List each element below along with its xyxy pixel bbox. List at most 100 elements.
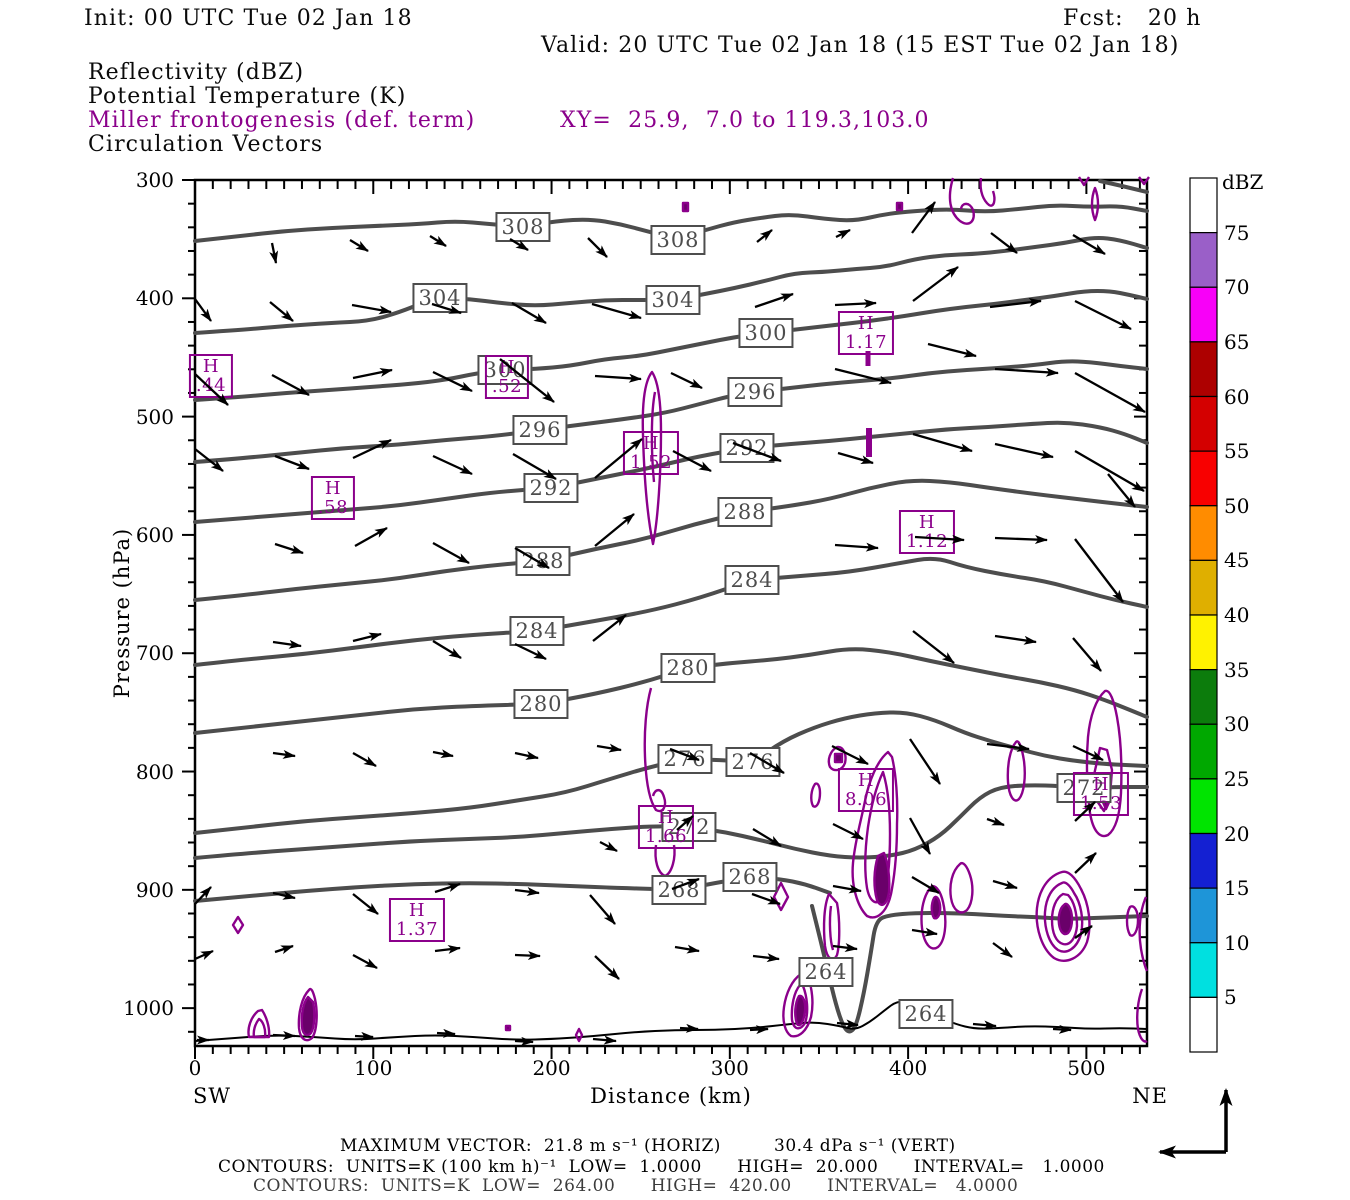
- wind-vector-arrow: [269, 301, 294, 322]
- wind-vector-arrow: [194, 886, 212, 905]
- wind-vector-arrow: [1074, 450, 1145, 492]
- y-tick-label: 700: [135, 641, 174, 666]
- colorbar-band: [1189, 177, 1218, 234]
- frontogenesis-max-label: H .58: [310, 476, 356, 520]
- wind-vector-arrow: [911, 876, 940, 894]
- frontogenesis-contour: [504, 1024, 512, 1032]
- wind-vector-arrow: [594, 438, 643, 479]
- theta-contour-300: [193, 289, 1149, 402]
- wind-vector-arrow: [272, 1030, 296, 1040]
- frontogenesis-contour: [641, 370, 663, 546]
- wind-vector-arrow: [1074, 299, 1132, 331]
- wind-vector-arrow: [908, 817, 932, 855]
- wind-vector-arrow: [274, 542, 304, 555]
- wind-vector-arrow: [837, 451, 874, 465]
- frontogenesis-contour: [794, 994, 807, 1027]
- wind-vector-arrow: [352, 632, 382, 643]
- wind-vector-arrow: [514, 1036, 534, 1046]
- frontogenesis-contour: [1050, 892, 1079, 946]
- wind-vector-arrow: [589, 894, 616, 925]
- front-max-value: 1.52: [629, 452, 673, 473]
- front-max-symbol: H: [408, 900, 426, 921]
- front-max-symbol: H: [642, 433, 660, 454]
- theta-contour-label: 284: [724, 565, 780, 595]
- front-max-symbol: H: [857, 770, 875, 791]
- wind-vector-arrow: [272, 749, 296, 759]
- wind-vector-arrow: [992, 942, 1013, 958]
- x-tick-label: 500: [1067, 1056, 1106, 1080]
- theta-contour-label: 304: [645, 285, 701, 315]
- wind-vector-arrow: [354, 526, 388, 548]
- wind-vector-arrow: [751, 892, 781, 906]
- wind-vector-arrow: [836, 1019, 859, 1029]
- wind-vector-arrow: [432, 749, 454, 759]
- x-tick-label: 300: [710, 1056, 749, 1080]
- frontogenesis-contour: [782, 972, 814, 1038]
- wind-vector-arrow: [1074, 801, 1096, 822]
- wind-vector-arrow: [194, 373, 229, 406]
- frontogenesis-contour: [1090, 186, 1100, 222]
- wind-vector-arrow: [272, 890, 296, 900]
- theta-contour-label: 308: [650, 225, 706, 255]
- wind-vector-arrow: [834, 299, 877, 309]
- frontogenesis-max-label: H .52: [484, 355, 530, 399]
- frontogenesis-contour: [895, 201, 904, 212]
- wind-vector-arrow: [669, 747, 700, 762]
- wind-vector-arrow: [594, 955, 620, 980]
- wind-vector-arrow: [927, 342, 977, 358]
- wind-vector-arrow: [834, 367, 892, 385]
- wind-vector-arrow: [754, 292, 794, 309]
- wind-vector-arrow: [499, 358, 555, 403]
- colorbar-tick-label: 40: [1224, 603, 1250, 627]
- front-max-value: 1.37: [395, 919, 439, 940]
- frontogenesis-contour: [920, 884, 947, 950]
- wind-vector-arrow: [732, 441, 782, 463]
- wind-vector-arrow: [352, 368, 393, 380]
- wind-vector-arrow: [914, 534, 965, 544]
- front-max-value: .52: [491, 376, 523, 397]
- field-frontogenesis: Miller frontogenesis (def. term): [88, 108, 476, 133]
- x-tick-label: 0: [188, 1056, 202, 1080]
- frontogenesis-contour: [681, 201, 690, 213]
- wind-vector-arrow: [972, 1020, 997, 1030]
- frontogenesis-contour: [1125, 905, 1140, 937]
- colorbar-band: [1189, 450, 1218, 507]
- frontogenesis-contour-note: CONTOURS: UNITS=K (100 km h)⁻¹ LOW= 1.00…: [218, 1157, 1105, 1177]
- theta-contour-label: 296: [512, 415, 568, 445]
- y-tick-label: 500: [135, 404, 174, 429]
- front-max-symbol: H: [202, 356, 220, 377]
- colorbar-tick-label: 35: [1224, 657, 1250, 682]
- wind-vector-arrow: [1074, 371, 1146, 414]
- theta-contour-label: 280: [660, 653, 716, 683]
- colorbar-tick-label: 25: [1224, 766, 1250, 791]
- wind-vector-arrow: [911, 927, 938, 937]
- wind-vector-arrow: [352, 893, 379, 915]
- wind-vector-arrow: [431, 302, 462, 315]
- valid-time: Valid: 20 UTC Tue 02 Jan 18 (15 EST Tue …: [541, 33, 1180, 58]
- vector-scale-legend: [1158, 1088, 1233, 1159]
- wind-vector-arrow: [994, 634, 1037, 645]
- wind-vector-arrow: [1072, 637, 1102, 672]
- wind-vector-arrow: [672, 449, 712, 473]
- colorbar-tick-label: 45: [1224, 548, 1250, 573]
- frontogenesis-contour: [1057, 902, 1074, 936]
- theta-contour-note: CONTOURS: UNITS=K LOW= 264.00 HIGH= 420.…: [253, 1176, 1019, 1196]
- wind-vector-arrow: [514, 887, 540, 896]
- colorbar-tick-label: 15: [1224, 876, 1250, 901]
- front-max-value: .58: [317, 497, 349, 518]
- cross-section-endpoints: XY= 25.9, 7.0 to 119.3,103.0: [560, 108, 930, 133]
- frontogenesis-contour: [252, 1017, 267, 1039]
- frontogenesis-max-label: H 1.37: [388, 898, 446, 942]
- theta-contour-label: 296: [727, 377, 783, 407]
- theta-contour-label: 300: [738, 318, 794, 348]
- wind-vector-arrow: [986, 816, 1005, 827]
- frontogenesis-contour: [864, 770, 892, 904]
- wind-vector-arrow: [512, 453, 557, 480]
- wind-vector-arrow: [679, 1023, 699, 1033]
- frontogenesis-contour: [772, 881, 790, 912]
- colorbar-tick-label: 30: [1224, 712, 1250, 737]
- frontogenesis-max-label: H 8.06: [837, 768, 895, 812]
